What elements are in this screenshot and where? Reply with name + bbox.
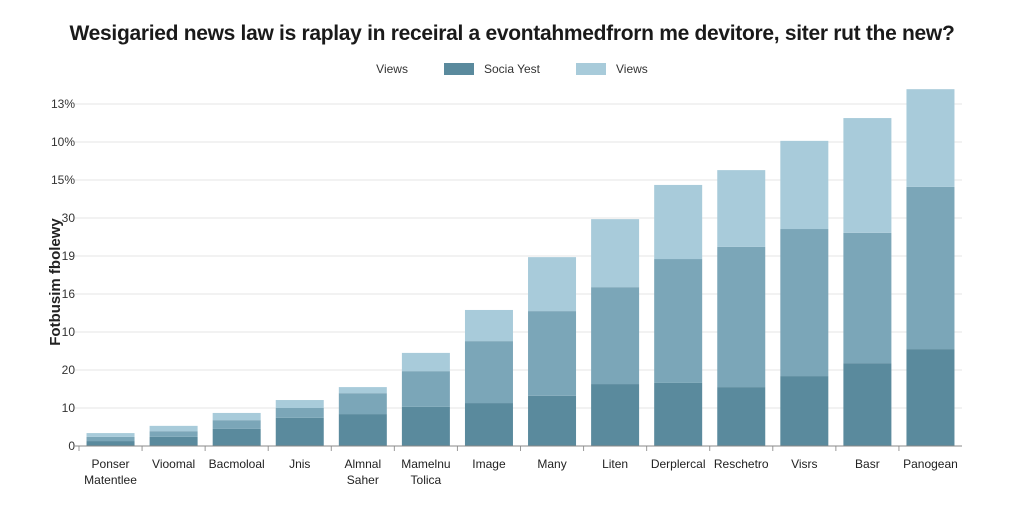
x-tick-label: Vioomal	[152, 457, 195, 471]
bar-segment	[149, 425, 198, 432]
bar-segment	[149, 436, 198, 446]
bar-segment	[275, 417, 324, 446]
legend-label: Views	[616, 62, 648, 76]
x-tick-label: Basr	[855, 457, 880, 471]
bar-segment	[212, 420, 261, 429]
x-tick-label: Ponser	[92, 457, 130, 471]
bar-segment	[86, 436, 135, 442]
chart-title: Wesigaried news law is raplay in receira…	[69, 22, 955, 45]
legend-label: Socia Yest	[483, 62, 541, 76]
y-tick-label: 15%	[51, 173, 75, 187]
bar-segment	[338, 393, 387, 415]
legend-leading-label: Views	[376, 62, 408, 76]
x-tick-label: Reschetro	[714, 457, 769, 471]
bar-segment	[780, 376, 829, 446]
x-tick-label: Saher	[347, 473, 379, 487]
bar-segment	[338, 414, 387, 446]
bar-segment	[780, 229, 829, 377]
y-tick-label: 16	[62, 287, 76, 301]
x-tick-label: Bacmoloal	[209, 457, 265, 471]
bar-segment	[906, 89, 955, 187]
bar-segment	[275, 400, 324, 408]
x-tick-label: Almnal	[344, 457, 381, 471]
bar-segment	[591, 219, 640, 288]
y-tick-label: 19	[62, 249, 76, 263]
bar-segment	[464, 403, 513, 446]
y-tick-label: 30	[62, 211, 76, 225]
legend-label: Views	[376, 62, 408, 76]
x-tick-label: Many	[537, 457, 566, 471]
bar-segment	[843, 232, 892, 364]
bar-segment	[464, 309, 513, 342]
bar-segment	[401, 406, 450, 446]
x-tick-label: Derplercal	[651, 457, 706, 471]
bar-segment	[528, 257, 577, 312]
bar-segment	[654, 259, 703, 383]
bar-segment	[212, 428, 261, 446]
x-tick-label: Image	[472, 457, 506, 471]
bar-segment	[780, 140, 829, 230]
y-tick-label: 13%	[51, 97, 75, 111]
y-axis-label: Fotbusim fbolewy	[47, 218, 64, 346]
bar-segment	[528, 395, 577, 446]
bar-segment	[212, 412, 261, 421]
x-tick-label: Tolica	[411, 473, 442, 487]
x-tick-label: Jnis	[289, 457, 310, 471]
legend-item-views: Views	[576, 62, 648, 76]
bar-segment	[654, 382, 703, 446]
legend-item-socia-yest: Socia Yest	[443, 62, 541, 76]
bar-segment	[86, 433, 135, 437]
bar-segment	[906, 349, 955, 446]
y-tick-label: 10	[62, 401, 76, 415]
y-tick-label: 20	[62, 363, 76, 377]
x-tick-label: Panogean	[903, 457, 958, 471]
bar-segment	[654, 184, 703, 260]
bar-segment	[591, 384, 640, 446]
bar-segment	[149, 431, 198, 437]
bar-segment	[464, 341, 513, 404]
bar-segment	[401, 371, 450, 407]
bar-segment	[338, 387, 387, 394]
x-tick-label: Matentlee	[84, 473, 137, 487]
bar-segment	[528, 311, 577, 396]
bar-segment	[401, 352, 450, 372]
x-tick-label: Liten	[602, 457, 628, 471]
bar-segment	[717, 170, 766, 247]
y-tick-label: 10	[62, 325, 76, 339]
bar-segment	[275, 408, 324, 418]
x-tick-label: Visrs	[791, 457, 817, 471]
bar-segment	[86, 441, 135, 446]
bar-segment	[843, 363, 892, 446]
y-tick-label: 10%	[51, 135, 75, 149]
bar-segment	[843, 118, 892, 233]
bar-segment	[906, 186, 955, 350]
bar-segment	[717, 246, 766, 388]
legend-swatch	[443, 63, 474, 75]
legend: Views Socia Yest Views	[0, 62, 1024, 76]
x-tick-label: Mamelnu	[401, 457, 450, 471]
bar-segment	[717, 387, 766, 446]
bar-segment	[591, 287, 640, 385]
y-tick-label: 0	[68, 439, 75, 453]
legend-swatch	[576, 63, 607, 75]
